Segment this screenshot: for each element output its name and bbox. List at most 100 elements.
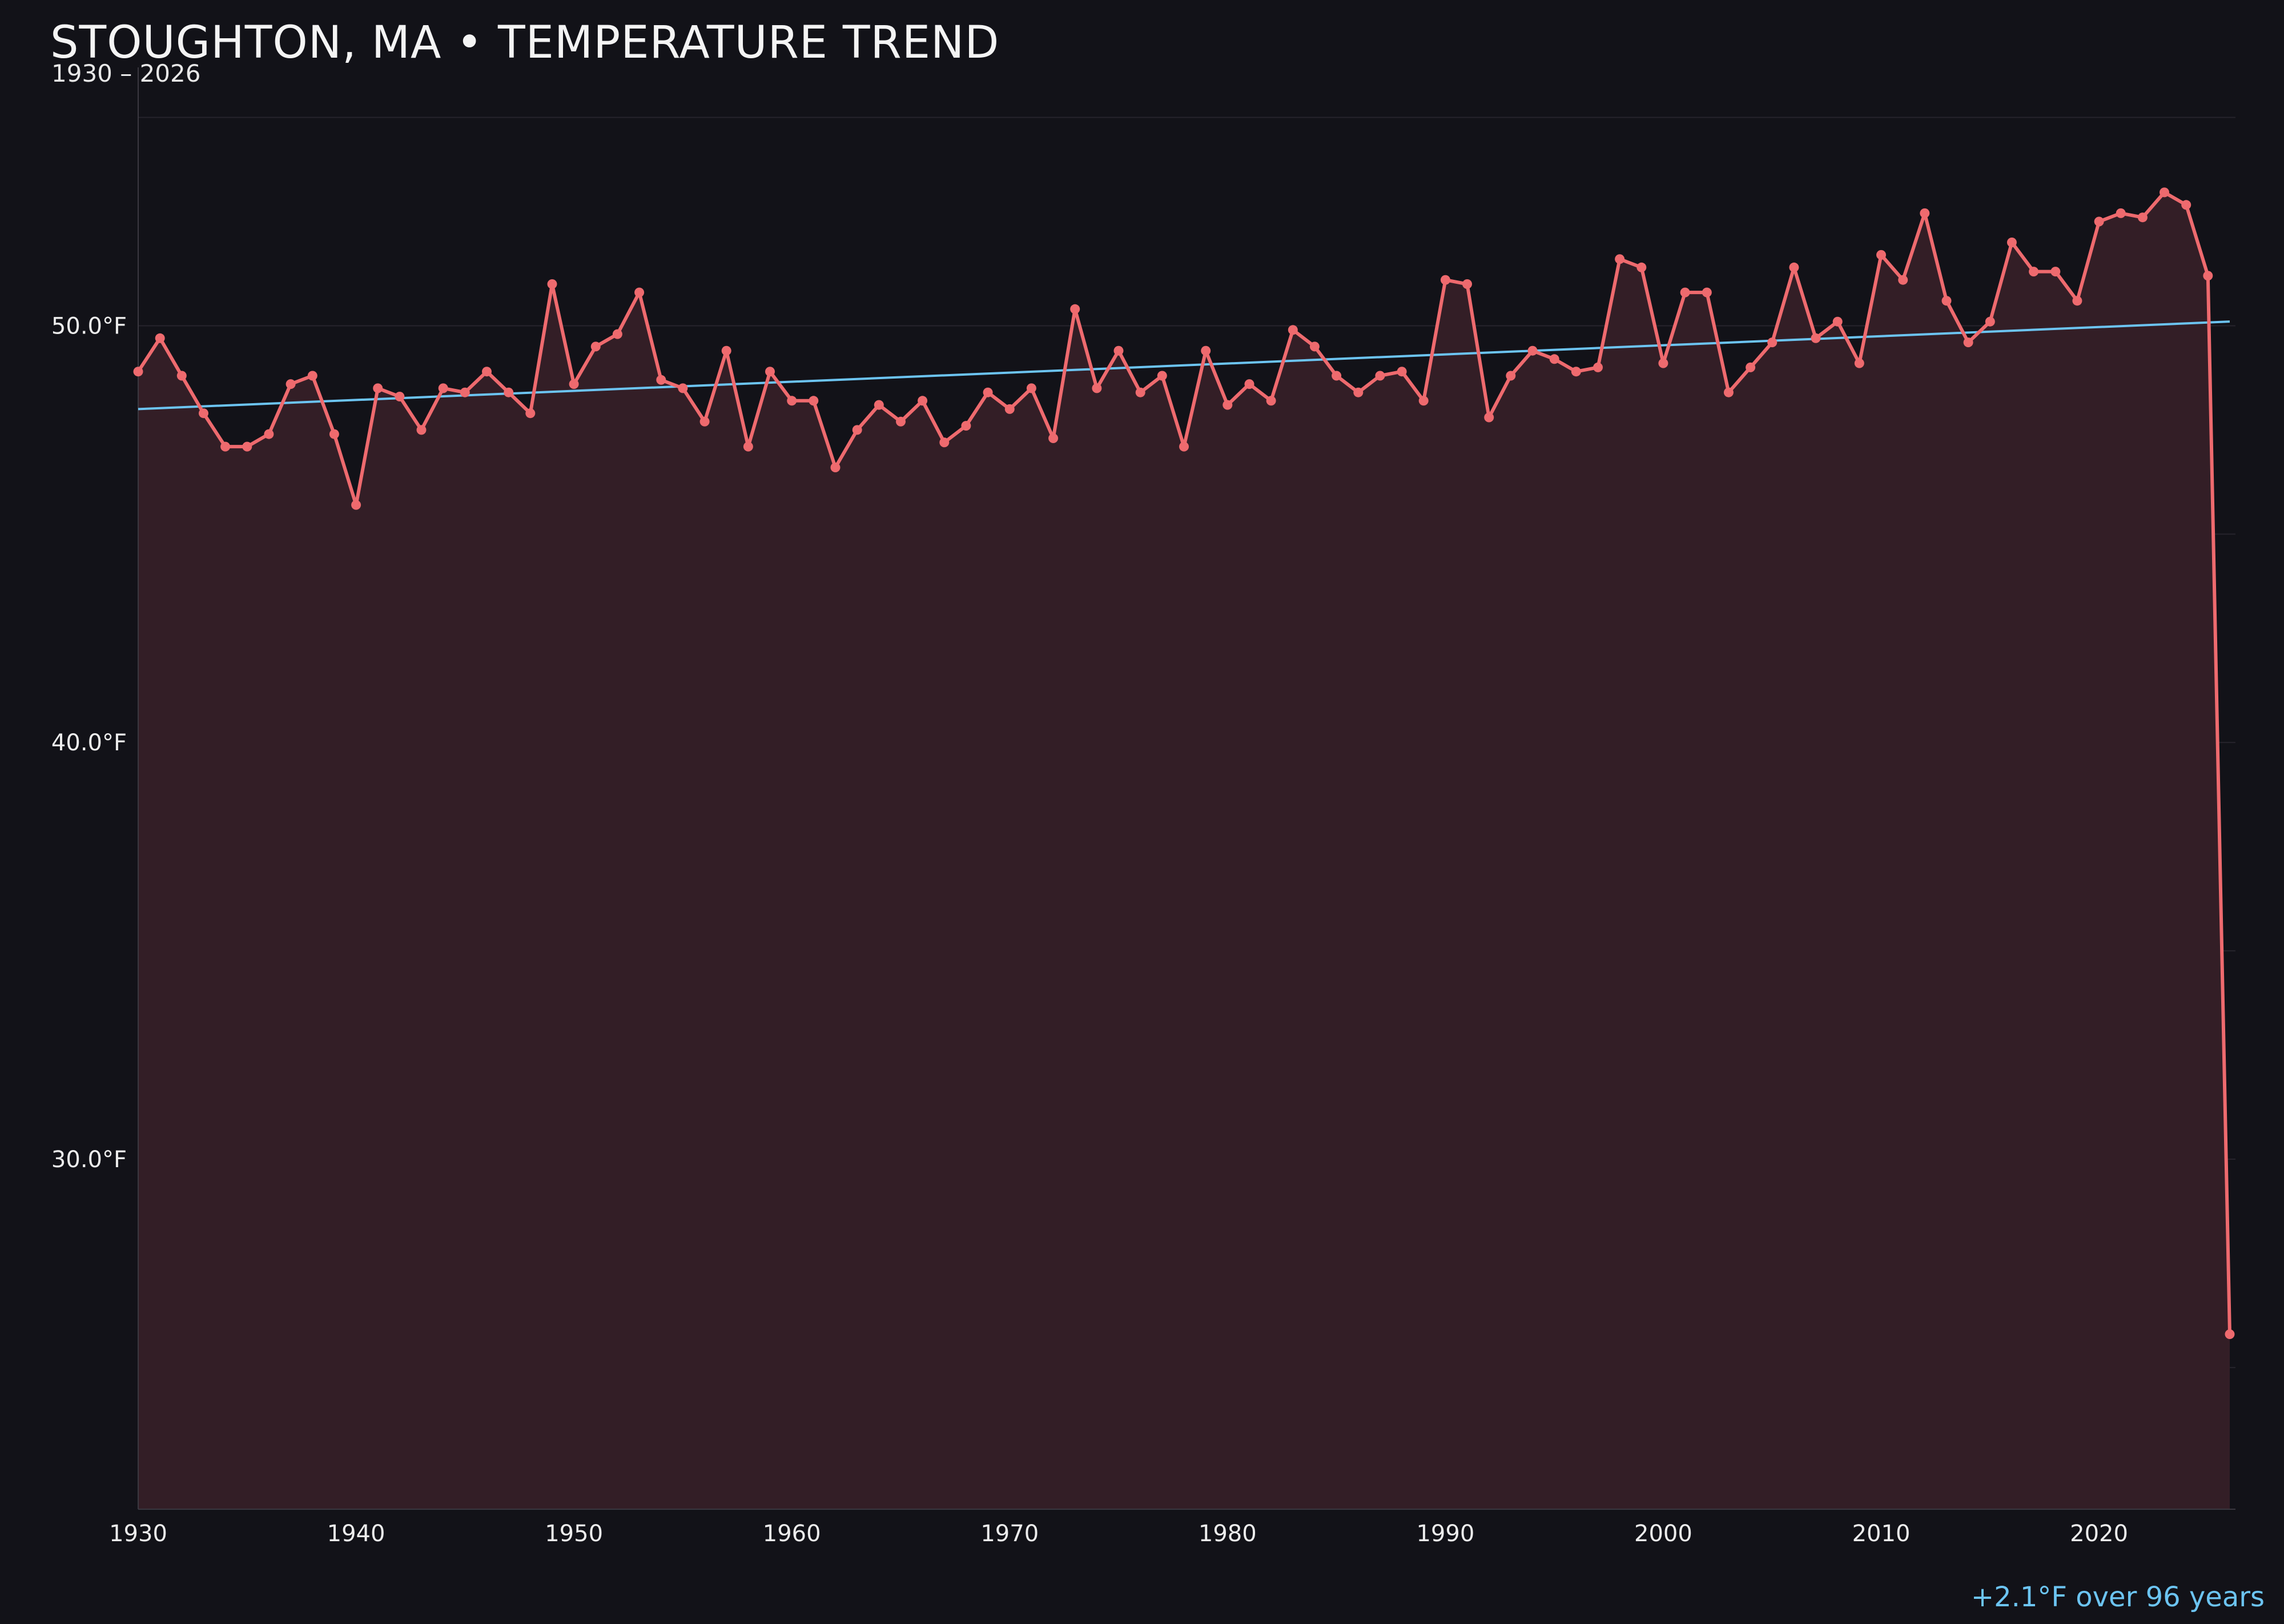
data-point [155,333,165,343]
data-point [1332,371,1342,381]
data-point [1266,396,1276,406]
data-point [721,345,731,356]
data-point [1484,412,1494,423]
data-point [1375,371,1385,381]
trend-annotation: +2.1°F over 96 years [1971,1581,2265,1613]
data-point [1135,387,1145,397]
data-point [1048,433,1059,443]
data-point [656,375,666,385]
data-point [2029,267,2039,277]
data-point [1571,367,1581,377]
data-point [1026,383,1036,393]
data-points [133,187,2235,1339]
data-point [1876,250,1886,260]
y-tick-labels: 30.0°F 40.0°F 50.0°F [51,313,127,1173]
data-point [1702,287,1712,298]
y-tick-label: 50.0°F [51,313,127,339]
x-tick-label: 1950 [545,1521,603,1547]
data-point [961,421,971,431]
x-tick-label: 1970 [980,1521,1039,1547]
data-point [874,400,884,410]
data-point [2072,296,2082,306]
data-point [504,387,514,397]
data-point [896,416,906,427]
data-point [1832,316,1843,327]
data-point [1506,371,1516,381]
data-point [699,416,710,427]
x-tick-label: 1990 [1416,1521,1474,1547]
data-point [634,287,645,298]
data-point [329,429,339,439]
data-point [133,367,143,377]
data-point [809,396,819,406]
data-point [176,371,187,381]
data-point [351,500,361,510]
data-point [1615,254,1625,264]
data-point [199,408,208,419]
data-point [787,396,797,406]
data-point [1418,396,1429,406]
data-point [1920,208,1930,218]
data-point [1811,333,1821,343]
data-point [1527,345,1538,356]
data-point [1288,325,1298,335]
data-point [1244,379,1254,389]
data-point [983,387,993,397]
x-tick-label: 2000 [1634,1521,1692,1547]
data-point [2137,212,2148,223]
data-point [1789,262,1799,272]
data-point [1440,275,1450,285]
data-point [1179,441,1189,452]
chart-title: STOUGHTON, MA • TEMPERATURE TREND [50,17,1000,69]
y-tick-label: 30.0°F [51,1147,127,1173]
data-point [1070,304,1080,314]
x-tick-labels: 1930 1940 1950 1960 1970 1980 1990 2000 2010 2020 [109,1521,2128,1547]
x-tick-label: 1930 [109,1521,167,1547]
data-point [373,383,383,393]
data-point [830,463,841,473]
data-point [1658,358,1668,368]
data-point [1309,341,1320,352]
data-point [1746,362,1756,372]
data-point [264,429,274,439]
data-point [1004,404,1015,414]
data-point [1549,354,1559,364]
data-point [482,367,492,377]
data-point [918,396,928,406]
data-point [2006,238,2017,247]
data-point [2094,216,2104,227]
data-point [1593,362,1603,372]
data-point [1092,383,1102,393]
data-point [1854,358,1864,368]
data-point [547,279,557,289]
data-point [1941,296,1952,306]
data-point [1767,337,1778,348]
x-tick-label: 1960 [763,1521,821,1547]
data-point [460,387,470,397]
x-tick-label: 2020 [2070,1521,2128,1547]
data-point [220,441,231,452]
data-point [765,367,775,377]
data-point [1201,345,1211,356]
data-point [2160,187,2169,198]
data-point [395,392,405,401]
chart-subtitle: 1930 – 2026 [51,59,201,87]
data-point [1963,337,1973,348]
data-point [416,425,427,435]
data-point [1636,262,1647,272]
data-point [852,425,862,435]
data-point [307,371,317,381]
data-point [286,379,296,389]
data-point [2050,267,2061,277]
area-fill-under-line [138,192,2230,1510]
data-point [1353,387,1364,397]
data-point [590,341,601,352]
data-point [525,408,536,419]
data-point [1397,367,1407,377]
data-point [2203,271,2213,281]
data-point [438,383,448,393]
data-point [569,379,579,389]
data-point [2181,200,2191,210]
data-point [743,441,753,452]
